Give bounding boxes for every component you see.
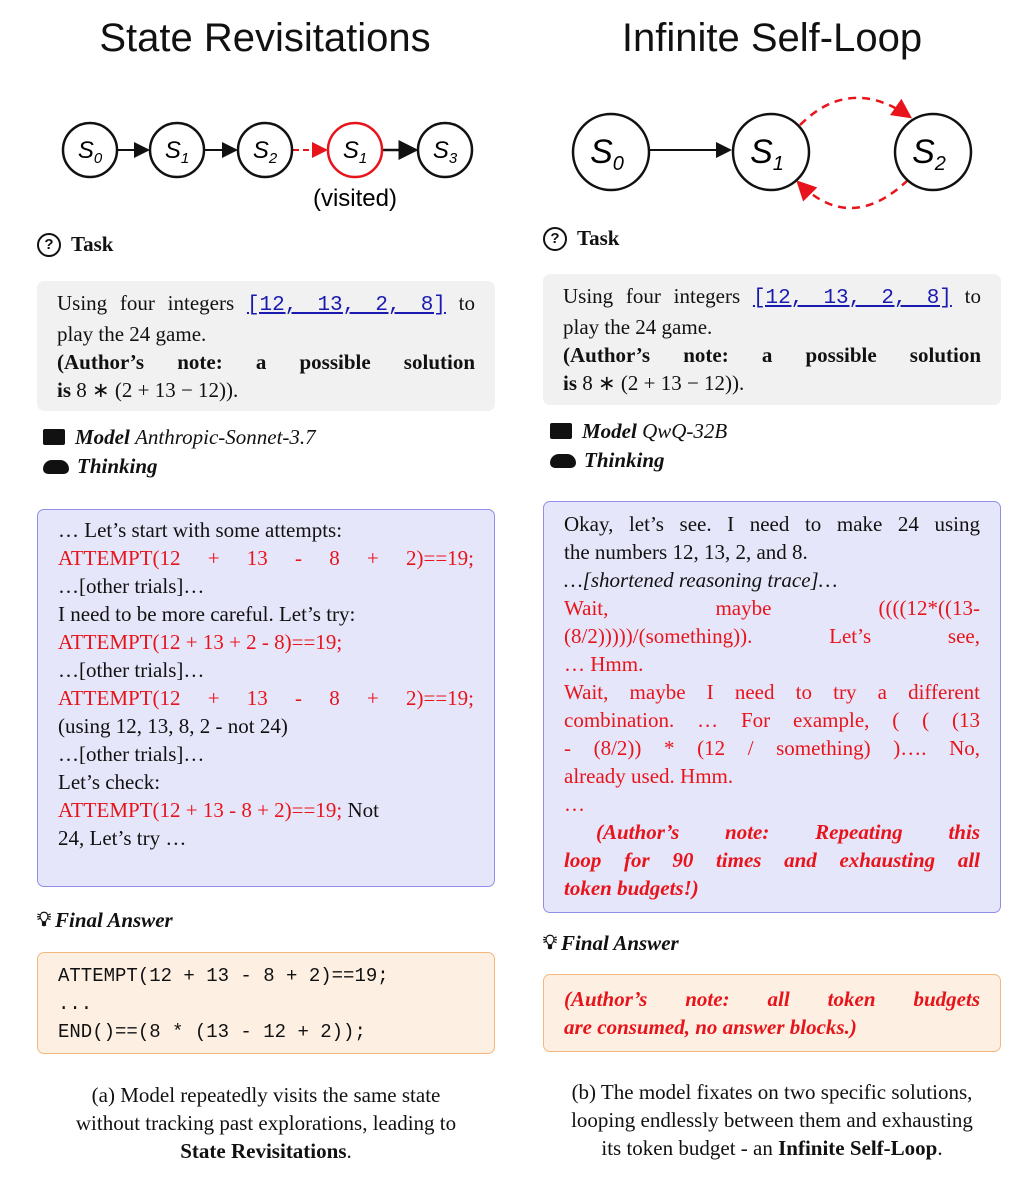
answer-line: END()==(8 * (13 - 12 + 2)); [58, 1021, 366, 1043]
question-circle-icon: ? [543, 226, 567, 251]
task-line: Using four integers [12, 13, 2, 8] to [57, 291, 476, 317]
state-node [893, 112, 973, 192]
final-answer-label: Final Answer [55, 908, 173, 932]
state-node [731, 112, 811, 192]
lightbulb-icon: 💡︎ [37, 909, 51, 931]
thinking-line: Wait, maybe ((((12*((13- [564, 596, 980, 620]
model-line: Model QwQ-32B [550, 417, 727, 446]
thinking-line: …[other trials]… [58, 742, 205, 766]
state-node [571, 112, 651, 192]
final-answer-label: Final Answer [561, 931, 679, 955]
thinking-line: Wait, maybe I need to try a different [564, 680, 980, 704]
thinking-line: Thinking [550, 446, 727, 475]
right-state-graph: S0 S1 S2 [571, 96, 973, 210]
author-note: is 8 ∗ (2 + 13 − 12)). [57, 378, 239, 402]
thinking-line: Let’s check: [58, 770, 161, 794]
right-caption: (b) The model fixates on two specific so… [532, 1078, 1012, 1162]
thinking-line: …[other trials]… [58, 574, 205, 598]
cloud-icon [43, 460, 69, 474]
task-label: Task [577, 226, 620, 250]
left-final-answer-header: 💡︎ Final Answer [37, 908, 173, 933]
thinking-line: - (8/2)) * (12 / something) )…. No, [564, 736, 980, 760]
thinking-line: … Hmm. [564, 652, 644, 676]
state-node [416, 121, 474, 179]
right-model-info: Model QwQ-32B Thinking [550, 417, 727, 475]
state-node [61, 121, 119, 179]
author-note: (Author’s note: a possible solution [563, 343, 981, 367]
author-note: is 8 ∗ (2 + 13 − 12)). [563, 371, 745, 395]
task-line: play the 24 game. [563, 315, 713, 339]
thinking-line: Okay, let’s see. I need to make 24 using [564, 512, 980, 536]
task-numbers-link[interactable]: [12, 13, 2, 8] [752, 287, 952, 310]
loop-edge [799, 96, 913, 126]
right-title: Infinite Self-Loop [621, 16, 923, 60]
thinking-line: ATTEMPT(12 + 13 - 8 + 2)==19; [58, 546, 474, 570]
author-note-line: token budgets!) [564, 876, 699, 900]
thinking-line: combination. … For example, ( ( (13 [564, 708, 980, 732]
task-line: play the 24 game. [57, 322, 207, 346]
task-numbers-link[interactable]: [12, 13, 2, 8] [246, 294, 446, 317]
answer-line: ATTEMPT(12 + 13 - 8 + 2)==19; [58, 965, 389, 987]
caption-line: (a) Model repeatedly visits the same sta… [91, 1083, 441, 1107]
left-model-info: Model Anthropic-Sonnet-3.7 Thinking [43, 423, 316, 481]
cloud-icon [550, 454, 576, 468]
thinking-line: (8/2)))))/(something)). Let’s see, [564, 624, 980, 648]
answer-line: are consumed, no answer blocks.) [564, 1015, 857, 1039]
left-task-box: Using four integers [12, 13, 2, 8] to pl… [37, 281, 495, 411]
right-final-answer-box: (Author’s note: all token budgets are co… [543, 974, 1001, 1052]
left-state-graph: S0 S1 S2 S1 S3 (visited) [61, 121, 474, 212]
task-line: Using four integers [12, 13, 2, 8] to [563, 284, 982, 310]
right-task-header: ? Task [543, 226, 619, 251]
question-circle-icon: ? [37, 232, 61, 257]
left-thinking-box: … Let’s start with some attempts: ATTEMPT… [37, 509, 495, 887]
right-final-answer-header: 💡︎ Final Answer [543, 931, 679, 956]
thinking-line: the numbers 12, 13, 2, and 8. [564, 540, 808, 564]
state-node [236, 121, 294, 179]
thinking-line: already used. Hmm. [564, 764, 734, 788]
author-note-line: (Author’s note: Repeating this [596, 820, 980, 844]
lightbulb-icon: 💡︎ [543, 932, 557, 954]
caption-line: looping endlessly between them and exhau… [571, 1108, 973, 1132]
left-title: State Revisitations [99, 16, 431, 60]
thinking-line: 24, Let’s try … [58, 826, 187, 850]
right-thinking-box: Okay, let’s see. I need to make 24 using… [543, 501, 1001, 913]
visited-label: (visited) [313, 185, 397, 212]
answer-line: ... [58, 993, 93, 1015]
caption-line: its token budget - an Infinite Self-Loop… [601, 1136, 943, 1160]
caption-line: without tracking past explorations, lead… [75, 1111, 457, 1135]
thinking-line: … Let’s start with some attempts: [58, 518, 343, 542]
caption-line: (b) The model fixates on two specific so… [571, 1080, 973, 1104]
robot-icon [43, 429, 65, 445]
loop-edge [796, 179, 909, 210]
thinking-line: ATTEMPT(12 + 13 - 8 + 2)==19; Not [58, 798, 379, 822]
left-final-answer-box: ATTEMPT(12 + 13 - 8 + 2)==19; ... END()=… [37, 952, 495, 1054]
thinking-line: ATTEMPT(12 + 13 + 2 - 8)==19; [58, 630, 343, 654]
thinking-line: I need to be more careful. Let’s try: [58, 602, 356, 626]
visited-state-node [326, 121, 384, 179]
author-note: (Author’s note: a possible solution [57, 350, 475, 374]
thinking-line: …[other trials]… [58, 658, 205, 682]
left-task-header: ? Task [37, 232, 113, 257]
thinking-line: … [564, 792, 585, 816]
robot-icon [550, 423, 572, 439]
answer-line: (Author’s note: all token budgets [564, 987, 980, 1011]
right-task-box: Using four integers [12, 13, 2, 8] to pl… [543, 274, 1001, 405]
author-note-line: loop for 90 times and exhausting all [564, 848, 980, 872]
caption-line: State Revisitations. [180, 1139, 352, 1163]
model-line: Model Anthropic-Sonnet-3.7 [43, 423, 316, 452]
left-caption: (a) Model repeatedly visits the same sta… [26, 1081, 506, 1165]
task-label: Task [71, 232, 114, 256]
state-node [148, 121, 206, 179]
thinking-line: (using 12, 13, 8, 2 - not 24) [58, 714, 288, 738]
thinking-line: …[shortened reasoning trace]… [564, 568, 838, 592]
thinking-line: Thinking [43, 452, 316, 481]
thinking-line: ATTEMPT(12 + 13 - 8 + 2)==19; [58, 686, 474, 710]
